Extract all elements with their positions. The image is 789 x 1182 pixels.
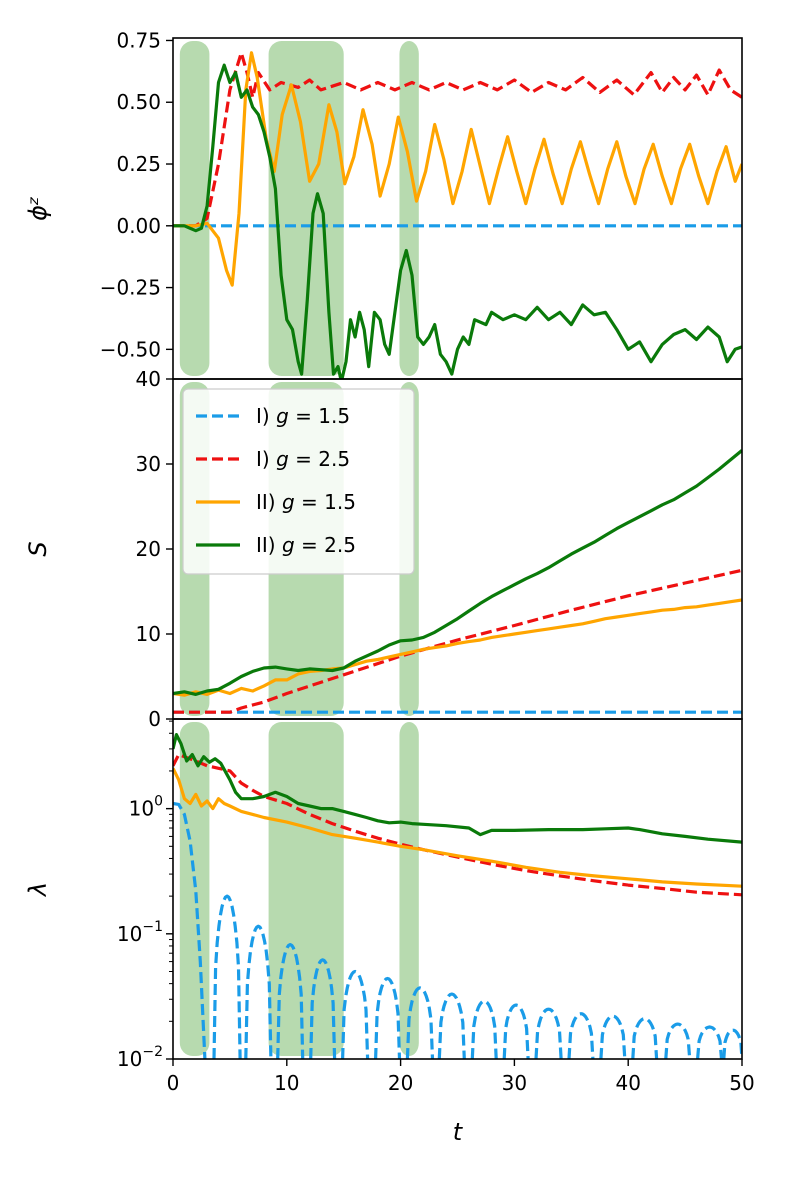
legend-entry-label: I) g = 1.5 (256, 404, 350, 428)
x-tick-label: 50 (729, 1071, 754, 1095)
series-hump (599, 1014, 627, 1059)
series-hump (502, 1003, 530, 1059)
series-line-ii-g25 (173, 449, 742, 696)
legend: I) g = 1.5 I) g = 2.5 II) g = 1.5 II) g = 2… (182, 388, 415, 575)
series-line-i-g25 (173, 753, 742, 897)
y-tick-label: 0.50 (116, 90, 161, 114)
shared-x-axis: 0 10 20 30 40 50 t (167, 1059, 755, 1146)
y-tick-label: 40 (136, 367, 161, 391)
y-axis-label: λ (24, 882, 52, 898)
series-hump (470, 999, 498, 1059)
y-tick-label: −0.25 (100, 276, 161, 300)
series-line-i-g15 (173, 801, 207, 1059)
series-line-ii-g25 (173, 733, 742, 844)
series-line-ii-g15 (173, 598, 742, 697)
y-tick-label: 0.75 (116, 28, 161, 52)
series-hump (696, 1025, 724, 1059)
y-tick-label: 0.25 (116, 152, 161, 176)
y-axis-label: ϕᶻ (24, 196, 52, 221)
series-hump (341, 969, 370, 1059)
series-hump (664, 1022, 692, 1059)
series-hump (437, 992, 466, 1059)
shaded-band (179, 722, 210, 1056)
y-tick-label: 30 (136, 452, 161, 476)
series-line-i-g25 (173, 568, 742, 714)
legend-box (182, 388, 415, 575)
legend-entry-label: I) g = 2.5 (256, 447, 350, 471)
series-line-ii-g25 (173, 63, 742, 379)
series-line-ii-g15 (173, 767, 742, 888)
x-tick-label: 40 (615, 1071, 640, 1095)
series-line-i-g25 (173, 51, 742, 228)
series-hump (309, 958, 337, 1059)
series-hump (405, 986, 435, 1059)
series-hump (212, 894, 242, 1059)
shaded-band (179, 41, 210, 376)
series-hump (722, 1028, 742, 1059)
series-hump (631, 1017, 659, 1059)
series-hump (374, 976, 402, 1059)
x-axis-label: t (453, 1118, 464, 1146)
axes-frame (172, 718, 743, 1060)
series-hump (276, 943, 305, 1059)
x-tick-label: 30 (502, 1071, 527, 1095)
y-tick-label: −0.50 (100, 337, 161, 361)
y-tick-label: 10−1 (117, 919, 163, 946)
y-tick-label: 0.00 (116, 214, 161, 238)
x-tick-label: 10 (274, 1071, 299, 1095)
legend-entry-label: II) g = 2.5 (256, 533, 356, 557)
series-hump (534, 1007, 563, 1059)
phi-z-panel: 0.75 0.50 0.25 0.00 −0.25 −0.50 ϕᶻ (24, 28, 743, 380)
lambda-panel: 100 10−1 10−2 λ (24, 718, 743, 1071)
y-axis-label: S (24, 541, 52, 556)
legend-entry-label: II) g = 1.5 (256, 490, 356, 514)
y-tick-label: 0 (148, 707, 161, 731)
y-tick-label: 10 (136, 622, 161, 646)
series-hump (244, 924, 273, 1059)
x-tick-label: 20 (388, 1071, 413, 1095)
y-tick-label: 10−2 (117, 1044, 163, 1071)
series-hump (567, 1012, 595, 1059)
shaded-band (399, 722, 419, 1056)
y-tick-label: 100 (129, 794, 163, 821)
y-tick-label: 20 (136, 537, 161, 561)
x-tick-label: 0 (167, 1071, 180, 1095)
